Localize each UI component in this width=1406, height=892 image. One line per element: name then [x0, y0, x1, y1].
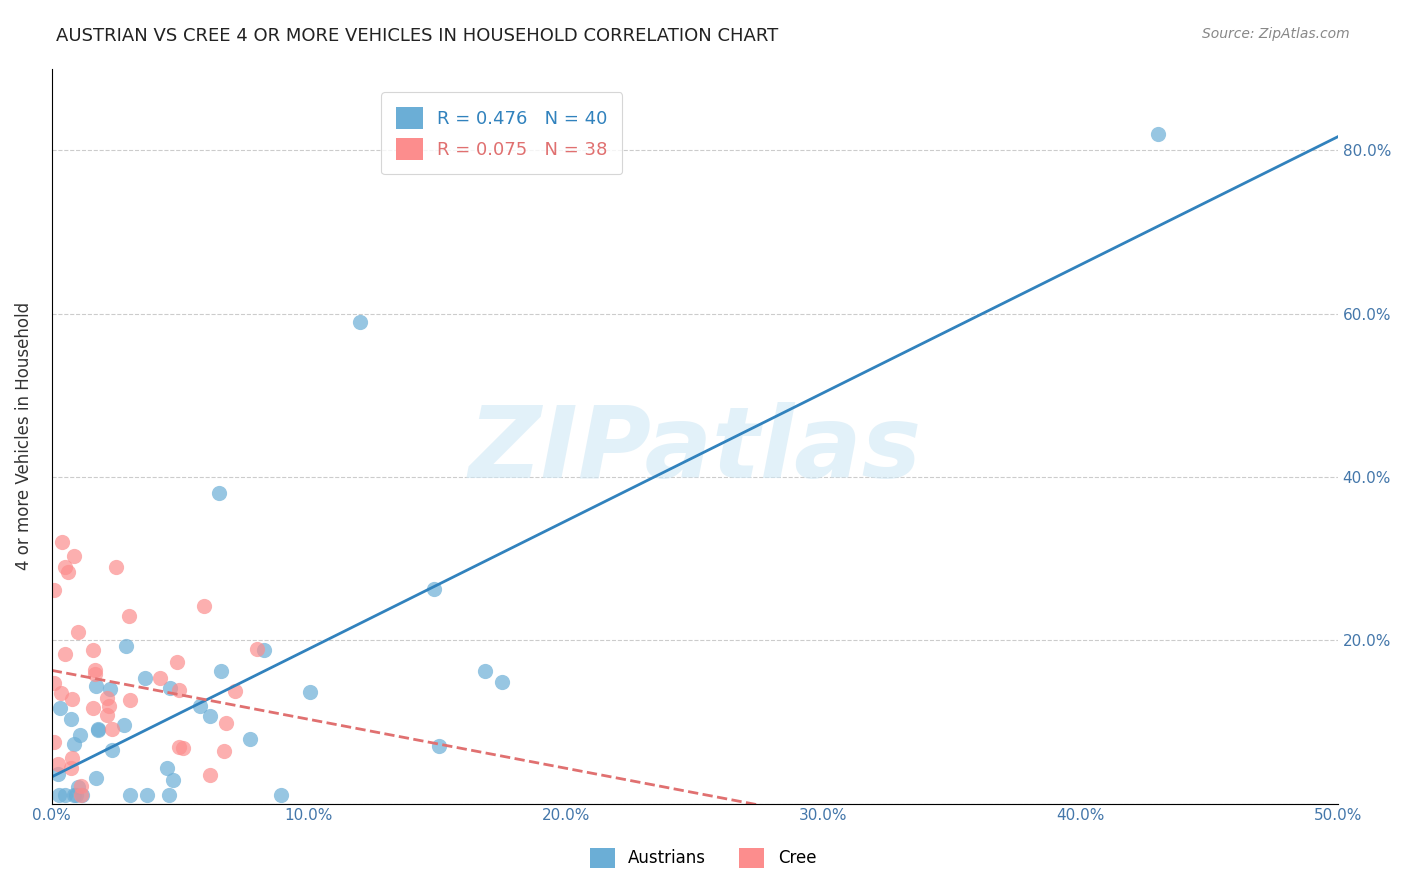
Point — [149, 672, 172, 686]
Point — [198, 709, 221, 723]
Point — [299, 685, 322, 699]
Text: ZIPatlas: ZIPatlas — [468, 402, 921, 500]
Point — [167, 682, 190, 697]
Point — [156, 761, 179, 775]
Point — [83, 663, 105, 677]
Legend: Austrians, Cree: Austrians, Cree — [583, 841, 823, 875]
Point — [115, 639, 138, 653]
Point — [82, 643, 104, 657]
Point — [46, 766, 69, 780]
Point — [198, 768, 221, 782]
Point — [100, 722, 122, 736]
Point — [97, 698, 120, 713]
Point — [491, 675, 513, 690]
Point — [49, 686, 72, 700]
Point — [349, 315, 371, 329]
Point — [166, 655, 188, 669]
Point — [53, 559, 76, 574]
Point — [84, 771, 107, 785]
Point — [423, 582, 446, 596]
Point — [118, 693, 141, 707]
Point — [65, 789, 87, 803]
Point — [209, 665, 232, 679]
Point — [105, 559, 128, 574]
Point — [48, 789, 70, 803]
Y-axis label: 4 or more Vehicles in Household: 4 or more Vehicles in Household — [15, 302, 32, 570]
Point — [53, 789, 76, 803]
Point — [188, 699, 211, 714]
Point — [224, 684, 246, 698]
Point — [193, 599, 215, 614]
Text: AUSTRIAN VS CREE 4 OR MORE VEHICLES IN HOUSEHOLD CORRELATION CHART: AUSTRIAN VS CREE 4 OR MORE VEHICLES IN H… — [56, 27, 779, 45]
Point — [62, 789, 84, 803]
Point — [238, 731, 260, 746]
Point — [72, 789, 94, 803]
Point — [162, 772, 184, 787]
Text: Source: ZipAtlas.com: Source: ZipAtlas.com — [1202, 27, 1350, 41]
Point — [245, 642, 267, 657]
Point — [215, 716, 238, 731]
Point — [70, 779, 93, 793]
Point — [60, 692, 83, 706]
Point — [101, 743, 124, 757]
Point — [46, 757, 69, 772]
Point — [44, 735, 66, 749]
Point — [87, 723, 110, 737]
Point — [96, 691, 118, 706]
Point — [114, 718, 136, 732]
Point — [427, 739, 450, 753]
Point — [62, 737, 84, 751]
Point — [270, 789, 292, 803]
Point — [118, 609, 141, 624]
Point — [208, 486, 231, 500]
Point — [82, 700, 104, 714]
Point — [253, 643, 276, 657]
Point — [60, 760, 83, 774]
Point — [159, 681, 181, 696]
Point — [118, 789, 141, 803]
Point — [44, 582, 66, 597]
Point — [70, 789, 93, 803]
Point — [172, 740, 194, 755]
Point — [53, 647, 76, 661]
Point — [49, 700, 72, 714]
Point — [60, 751, 83, 765]
Legend: R = 0.476   N = 40, R = 0.075   N = 38: R = 0.476 N = 40, R = 0.075 N = 38 — [381, 92, 623, 174]
Point — [1146, 127, 1168, 141]
Point — [167, 740, 190, 755]
Point — [134, 672, 156, 686]
Point — [67, 624, 90, 639]
Point — [66, 780, 89, 794]
Point — [69, 728, 91, 742]
Point — [212, 744, 235, 758]
Point — [136, 789, 159, 803]
Point — [60, 712, 83, 726]
Point — [474, 664, 496, 678]
Point — [83, 666, 105, 681]
Point — [87, 722, 110, 736]
Point — [157, 789, 180, 803]
Point — [96, 708, 118, 723]
Point — [44, 675, 66, 690]
Point — [84, 679, 107, 693]
Point — [51, 535, 73, 549]
Point — [100, 681, 122, 696]
Point — [56, 565, 79, 579]
Point — [63, 549, 86, 564]
